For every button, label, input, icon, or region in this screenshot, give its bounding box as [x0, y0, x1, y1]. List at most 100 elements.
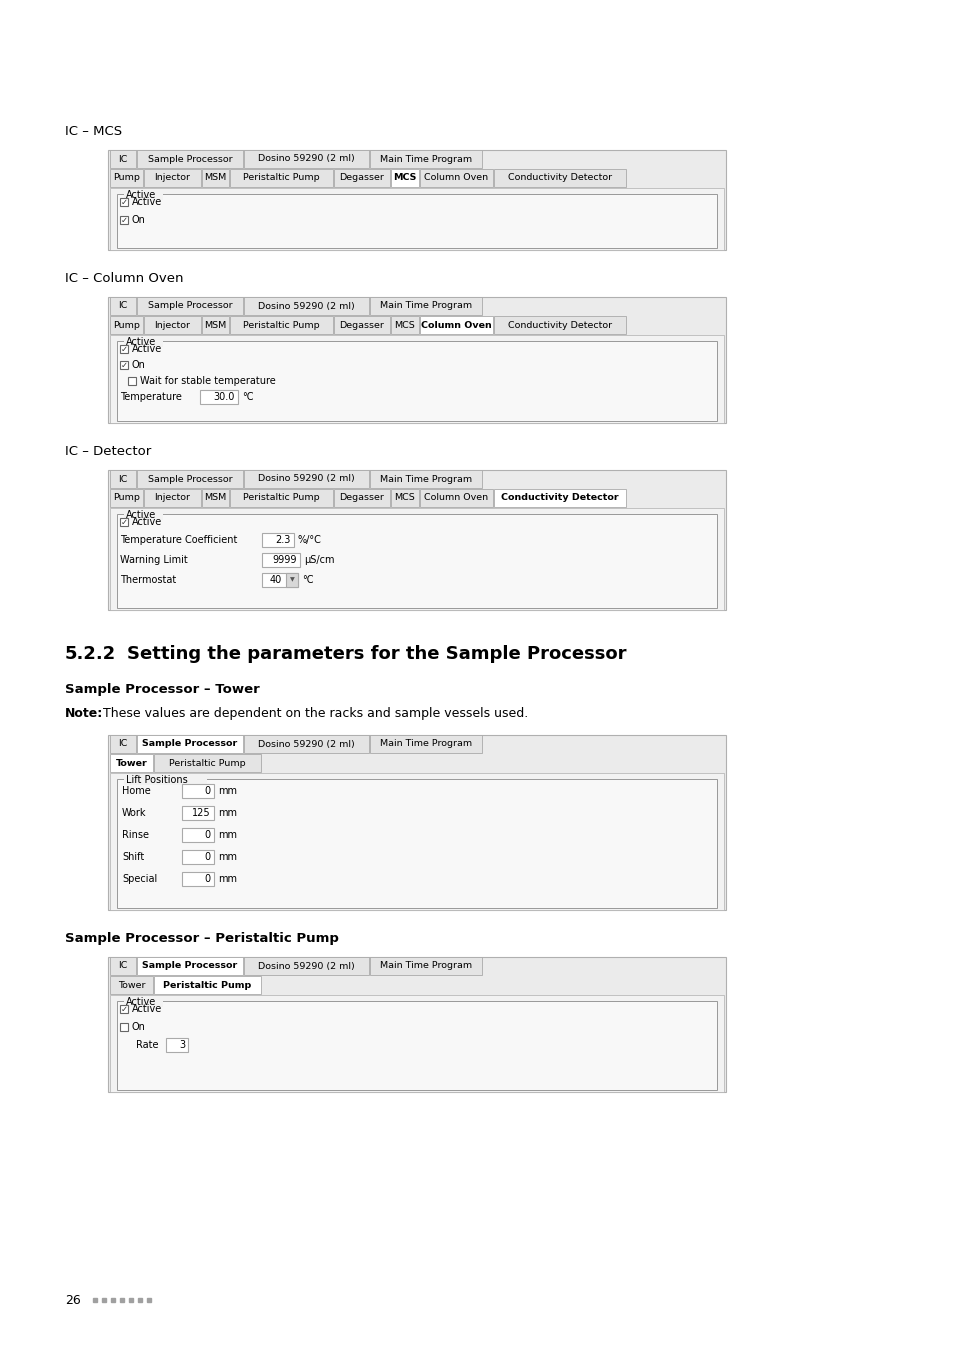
Bar	[369, 470, 481, 487]
Text: ✓: ✓	[120, 517, 128, 526]
Text: IC: IC	[118, 154, 128, 163]
Text: °C: °C	[242, 392, 253, 402]
Bar	[108, 470, 725, 610]
Bar	[124, 338, 163, 347]
Bar	[110, 508, 723, 610]
Text: Active: Active	[132, 344, 162, 354]
Text: Peristaltic Pump: Peristaltic Pump	[243, 494, 319, 502]
Bar	[117, 1000, 717, 1089]
Text: Lift Positions: Lift Positions	[126, 775, 188, 784]
Text: 0: 0	[205, 873, 211, 884]
Text: Special: Special	[122, 873, 157, 884]
Bar	[153, 755, 260, 772]
Bar	[182, 850, 213, 864]
Text: Setting the parameters for the Sample Processor: Setting the parameters for the Sample Pr…	[127, 645, 626, 663]
Bar	[110, 470, 135, 487]
Bar	[391, 316, 418, 333]
Text: 9999: 9999	[273, 555, 296, 566]
Bar	[117, 342, 717, 421]
Text: Conductivity Detector: Conductivity Detector	[508, 174, 612, 182]
Text: 5.2.2: 5.2.2	[65, 645, 116, 663]
Bar	[200, 390, 237, 404]
Bar	[136, 470, 243, 487]
Bar	[244, 957, 368, 975]
Text: Active: Active	[132, 197, 162, 207]
Bar	[136, 150, 243, 167]
Text: Degasser: Degasser	[339, 174, 384, 182]
Text: Warning Limit: Warning Limit	[120, 555, 188, 566]
Text: Rinse: Rinse	[122, 830, 149, 840]
Text: Pump: Pump	[113, 174, 140, 182]
Text: Peristaltic Pump: Peristaltic Pump	[163, 980, 252, 990]
Bar	[124, 190, 163, 200]
Bar	[201, 169, 229, 188]
Text: MCS: MCS	[395, 320, 415, 329]
Text: Dosino 59290 (2 ml): Dosino 59290 (2 ml)	[258, 474, 355, 483]
Text: Column Oven: Column Oven	[424, 494, 488, 502]
Text: IC – MCS: IC – MCS	[65, 126, 122, 138]
Bar	[494, 489, 625, 508]
Bar	[136, 957, 243, 975]
Bar	[391, 489, 418, 508]
Bar	[334, 489, 390, 508]
Bar	[108, 297, 725, 423]
Bar	[117, 514, 717, 608]
Text: Main Time Program: Main Time Program	[379, 474, 472, 483]
Bar	[120, 360, 128, 369]
Text: Pump: Pump	[113, 494, 140, 502]
Text: mm: mm	[218, 830, 236, 840]
Text: 3: 3	[178, 1040, 185, 1050]
Text: Sample Processor: Sample Processor	[148, 474, 233, 483]
Bar	[110, 335, 723, 423]
Text: MSM: MSM	[204, 494, 226, 502]
Bar	[110, 774, 723, 910]
Text: Active: Active	[132, 517, 162, 526]
Bar	[136, 734, 243, 753]
Text: μS/cm: μS/cm	[304, 555, 335, 566]
Bar	[182, 828, 213, 842]
Text: Work: Work	[122, 809, 147, 818]
Bar	[494, 169, 625, 188]
Text: Wait for stable temperature: Wait for stable temperature	[140, 377, 275, 386]
Text: ✓: ✓	[120, 197, 128, 207]
Bar	[369, 297, 481, 315]
Bar	[182, 784, 213, 798]
Text: 125: 125	[193, 809, 211, 818]
Text: IC: IC	[118, 301, 128, 310]
Text: Injector: Injector	[154, 174, 191, 182]
Text: Peristaltic Pump: Peristaltic Pump	[243, 174, 319, 182]
Bar	[110, 976, 152, 994]
Text: ✓: ✓	[120, 344, 128, 354]
Bar	[262, 572, 297, 587]
Text: Column Oven: Column Oven	[424, 174, 488, 182]
Text: °C: °C	[302, 575, 314, 585]
Text: IC – Detector: IC – Detector	[65, 446, 152, 458]
Bar	[110, 755, 152, 772]
Bar	[124, 775, 207, 784]
Text: %/°C: %/°C	[297, 535, 321, 545]
Bar	[369, 957, 481, 975]
Text: ✓: ✓	[120, 216, 128, 224]
Text: Column Oven: Column Oven	[420, 320, 492, 329]
Text: IC: IC	[118, 740, 128, 748]
Text: Dosino 59290 (2 ml): Dosino 59290 (2 ml)	[258, 740, 355, 748]
Bar	[120, 518, 128, 526]
Bar	[230, 169, 333, 188]
Text: Degasser: Degasser	[339, 494, 384, 502]
Text: MCS: MCS	[393, 174, 416, 182]
Bar	[120, 216, 128, 224]
Text: Dosino 59290 (2 ml): Dosino 59290 (2 ml)	[258, 301, 355, 310]
Bar	[334, 316, 390, 333]
Bar	[262, 533, 294, 547]
Bar	[110, 169, 143, 188]
Bar	[110, 489, 143, 508]
Text: Active: Active	[126, 190, 156, 200]
Text: 0: 0	[205, 830, 211, 840]
Text: IC: IC	[118, 961, 128, 971]
Bar	[182, 872, 213, 886]
Bar	[120, 198, 128, 207]
Text: Sample Processor: Sample Processor	[142, 740, 237, 748]
Bar	[108, 150, 725, 250]
Text: On: On	[132, 1022, 146, 1031]
Bar	[391, 169, 418, 188]
